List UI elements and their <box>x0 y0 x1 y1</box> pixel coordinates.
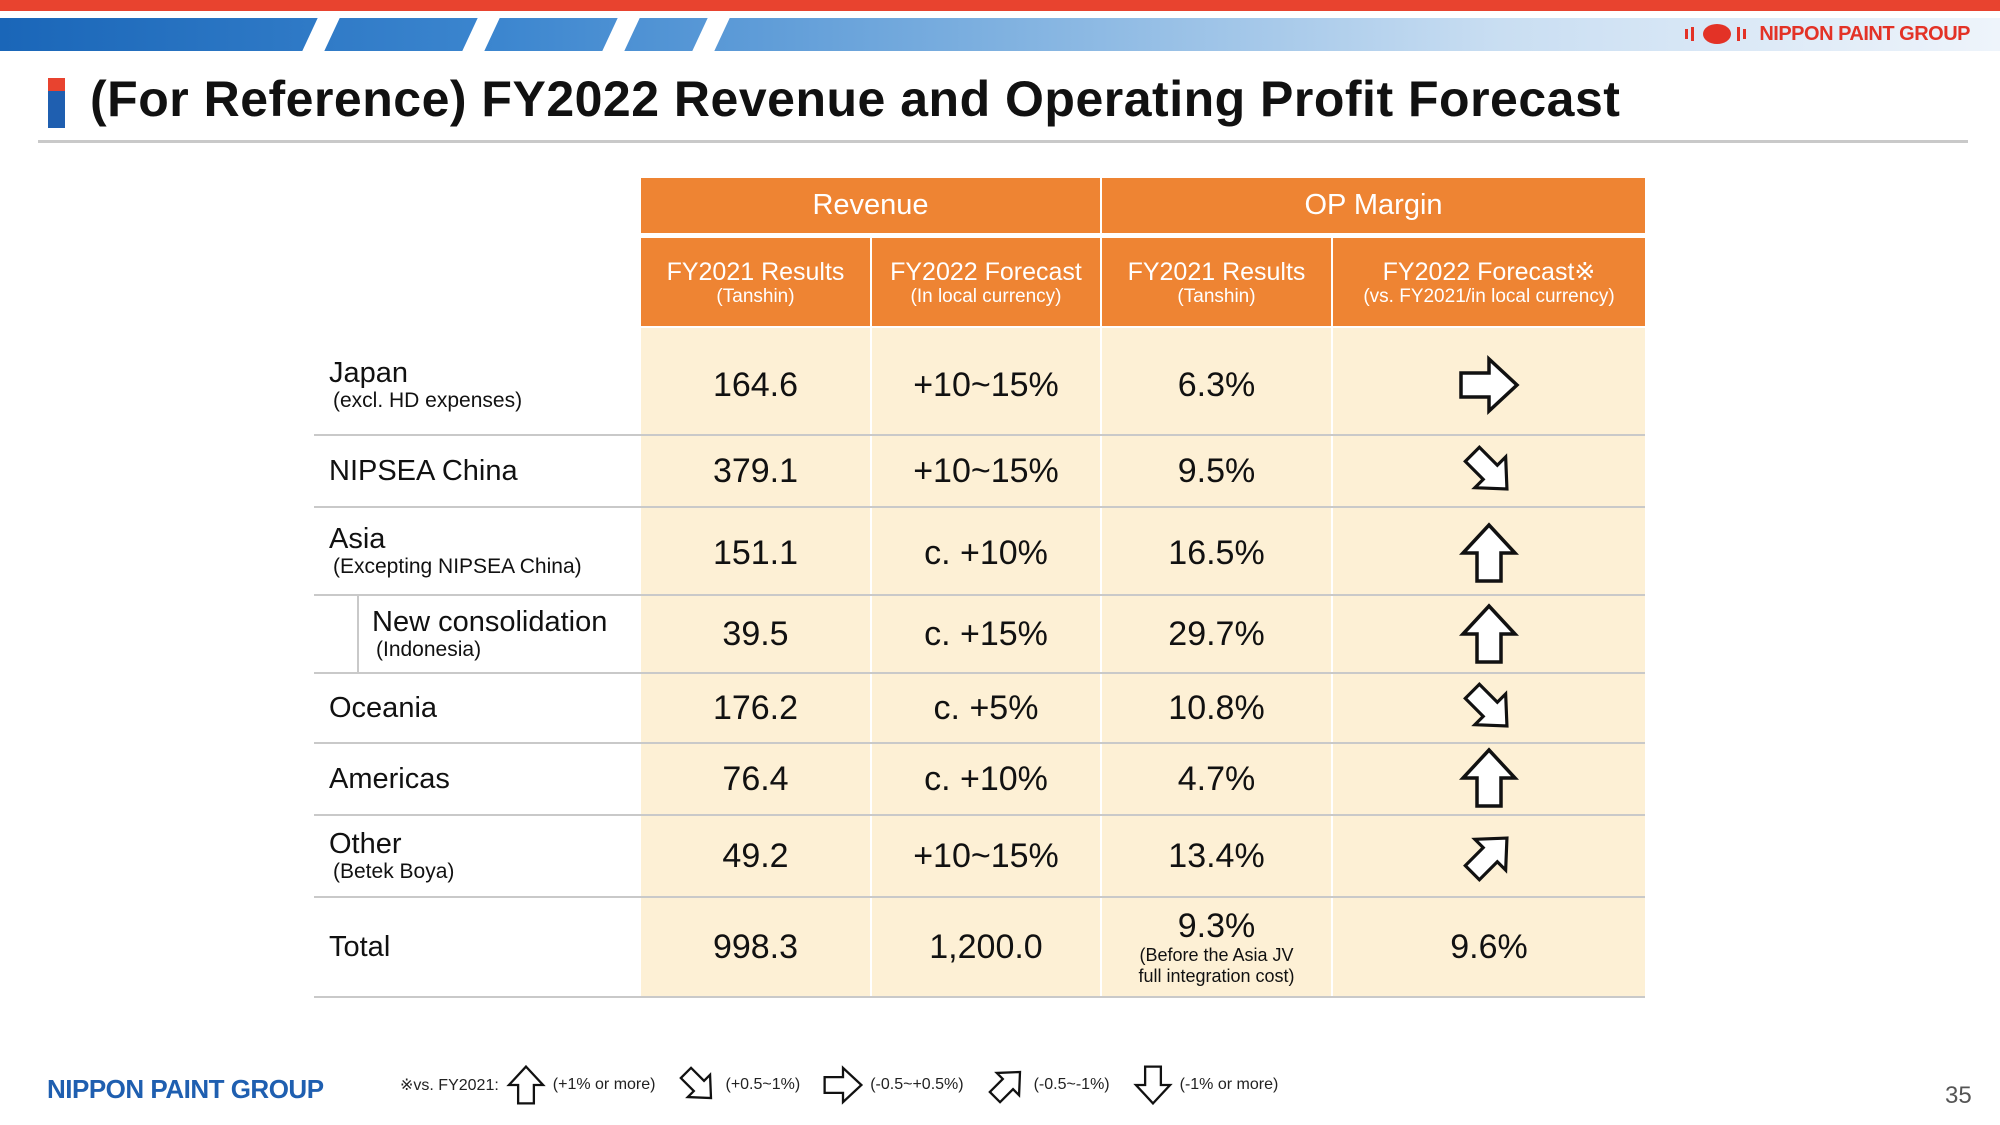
table-cell <box>1333 512 1645 594</box>
table-cell: 176.2 <box>712 688 799 727</box>
row-label-total: Total <box>329 931 391 963</box>
page-title: (For Reference) FY2022 Revenue and Opera… <box>90 71 1621 127</box>
column-header-op-fy2021: FY2021 Results (Tanshin) <box>1102 238 1331 326</box>
row-label-new-consolidation: New consolidation (Indonesia) <box>372 606 608 661</box>
table-cell: 4.7% <box>1177 759 1256 798</box>
table-cell: 39.5 <box>722 614 789 653</box>
legend-item: (-0.5~+0.5%) <box>822 1064 964 1106</box>
table-cell: 1,200.0 <box>929 927 1043 966</box>
title-divider <box>38 140 1968 143</box>
table-cell: c. +15% <box>924 614 1048 653</box>
arrow-up-right-icon <box>1460 442 1518 500</box>
table-cell: +10~15% <box>913 836 1059 875</box>
arrow-right-icon <box>1457 353 1521 417</box>
row-divider <box>314 996 1645 998</box>
row-divider <box>314 594 1645 596</box>
top-red-stripe <box>0 0 2000 11</box>
legend-prefix: ※vs. FY2021: <box>400 1077 499 1094</box>
row-label-oceania: Oceania <box>329 692 438 724</box>
arrow-down-right-icon <box>1460 827 1518 885</box>
row-label-nipsea-china: NIPSEA China <box>329 455 518 487</box>
table-cell: +10~15% <box>913 365 1059 404</box>
row-label-asia: Asia (Excepting NIPSEA China) <box>329 523 582 578</box>
table-cell: 151.1 <box>712 533 799 572</box>
footer-logo: NIPPON PAINT GROUP <box>47 1074 324 1104</box>
arrow-up-icon <box>1457 521 1521 585</box>
header-op-margin: OP Margin <box>1102 178 1645 233</box>
column-header-rev-fy2021: FY2021 Results (Tanshin) <box>641 238 870 326</box>
table-cell <box>1333 744 1645 812</box>
arrow-right-icon <box>822 1064 864 1106</box>
table-cell: c. +10% <box>924 533 1048 572</box>
table-cell <box>1333 676 1645 740</box>
logo-mark-icon <box>1685 24 1747 44</box>
arrow-up-right-icon <box>1460 679 1518 737</box>
indent-line <box>357 596 359 672</box>
table-cell: 29.7% <box>1168 614 1265 653</box>
legend-item: (+1% or more) <box>505 1064 655 1106</box>
row-divider <box>314 434 1645 436</box>
legend-item: (-1% or more) <box>1132 1064 1278 1106</box>
row-label-americas: Americas <box>329 763 450 795</box>
row-divider <box>314 814 1645 816</box>
row-label-japan: Japan (excl. HD expenses) <box>329 357 523 412</box>
table-cell: 16.5% <box>1168 533 1265 572</box>
column-separator <box>870 328 872 996</box>
header-revenue: Revenue <box>641 178 1100 233</box>
table-cell: c. +5% <box>933 688 1039 727</box>
table-cell <box>1333 818 1645 894</box>
column-header-op-fy2022: FY2022 Forecast※ (vs. FY2021/in local cu… <box>1333 238 1645 326</box>
arrow-down-right-icon <box>986 1064 1028 1106</box>
arrow-legend: ※vs. FY2021: (+1% or more) (+0.5~1%) (-0… <box>400 1064 1300 1106</box>
row-divider <box>314 896 1645 898</box>
table-cell <box>1333 438 1645 504</box>
arrow-up-icon <box>505 1064 547 1106</box>
table-cell: 379.1 <box>712 451 799 490</box>
table-cell: 9.3% (Before the Asia JV full integratio… <box>1138 907 1295 986</box>
table-cell <box>1333 596 1645 672</box>
title-accent-bar <box>48 78 65 128</box>
table-cell: 10.8% <box>1168 688 1265 727</box>
row-divider <box>314 742 1645 744</box>
table-cell: 164.6 <box>712 365 799 404</box>
table-cell: 6.3% <box>1177 365 1256 404</box>
arrow-up-right-icon <box>677 1064 719 1106</box>
arrow-down-icon <box>1132 1064 1174 1106</box>
table-cell: 9.6% <box>1450 927 1528 966</box>
nippon-paint-logo: NIPPON PAINT GROUP <box>1683 21 1970 47</box>
legend-item: (+0.5~1%) <box>677 1064 800 1106</box>
column-separator <box>1100 328 1102 996</box>
table-cell: 13.4% <box>1168 836 1265 875</box>
top-logo-text: NIPPON PAINT GROUP <box>1759 22 1970 45</box>
arrow-up-icon <box>1457 602 1521 666</box>
table-cell: +10~15% <box>913 451 1059 490</box>
row-divider <box>314 506 1645 508</box>
column-separator <box>1331 328 1333 996</box>
table-cell <box>1333 340 1645 430</box>
arrow-up-icon <box>1457 746 1521 810</box>
row-label-other: Other (Betek Boya) <box>329 828 455 883</box>
table-cell: c. +10% <box>924 759 1048 798</box>
page-number: 35 <box>1945 1082 1972 1109</box>
table-cell: 9.5% <box>1177 451 1256 490</box>
table-cell: 76.4 <box>722 759 789 798</box>
table-cell: 49.2 <box>722 836 789 875</box>
column-header-rev-fy2022: FY2022 Forecast (In local currency) <box>872 238 1100 326</box>
row-divider <box>314 672 1645 674</box>
legend-item: (-0.5~-1%) <box>986 1064 1110 1106</box>
table-cell: 998.3 <box>712 927 799 966</box>
